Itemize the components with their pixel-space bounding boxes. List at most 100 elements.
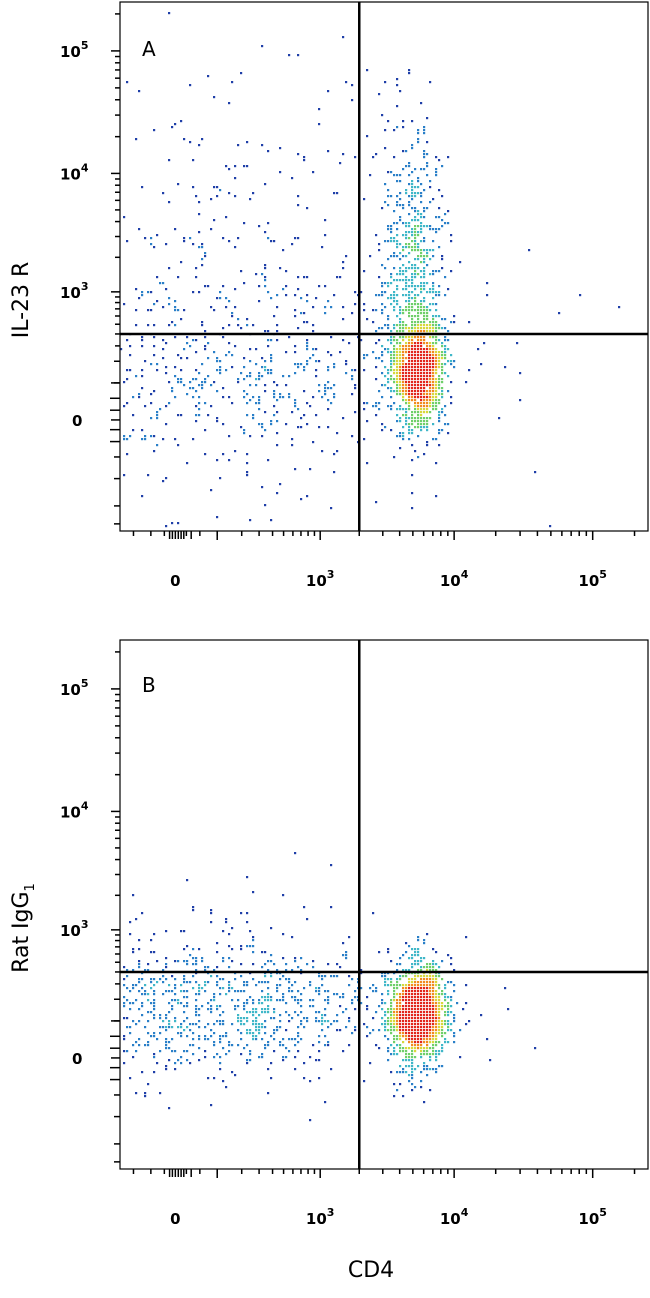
panel-a-event-dot-567 xyxy=(414,270,417,273)
panel-a-event-dot-610 xyxy=(396,285,399,288)
panel-a-event-dot-1472 xyxy=(375,309,378,312)
panel-a-event-dot-1392 xyxy=(129,354,132,357)
panel-a-event-dot-329 xyxy=(405,381,408,384)
panel-b-event-dot-923 xyxy=(423,1101,426,1104)
panel-a-event-dot-1267 xyxy=(342,261,345,264)
panel-a-event-dot-143 xyxy=(429,399,432,402)
panel-b-event-dot-379 xyxy=(441,1005,444,1008)
panel-a-event-dot-443 xyxy=(420,351,423,354)
panel-b-event-dot-721 xyxy=(204,981,207,984)
panel-a-event-dot-467 xyxy=(411,387,414,390)
panel-a-event-dot-247 xyxy=(435,342,438,345)
panel-b-event-dot-679 xyxy=(207,981,210,984)
panel-a-event-dot-342 xyxy=(426,369,429,372)
panel-b-event-dot-1056 xyxy=(180,930,183,933)
panel-a-event-dot-349 xyxy=(423,378,426,381)
panel-a-event-dot-899 xyxy=(432,270,435,273)
panel-a-event-dot-243 xyxy=(396,360,399,363)
panel-a-event-dot-1694 xyxy=(351,369,354,372)
panel-a-event-dot-972 xyxy=(378,276,381,279)
panel-b-x-tick-label-base-0: 0 xyxy=(170,1210,180,1228)
panel-b-event-dot-48 xyxy=(432,1026,435,1029)
panel-a-event-dot-1641 xyxy=(243,357,246,360)
panel-a-event-dot-672 xyxy=(390,237,393,240)
panel-b-event-dot-1018 xyxy=(132,1044,135,1047)
panel-b-event-dot-653 xyxy=(174,999,177,1002)
panel-b-event-dot-11 xyxy=(438,1029,441,1032)
panel-a-event-dot-1669 xyxy=(231,312,234,315)
panel-a-event-dot-130 xyxy=(432,438,435,441)
panel-b-event-dot-389 xyxy=(405,969,408,972)
panel-a-event-dot-39 xyxy=(408,390,411,393)
panel-b-event-dot-281 xyxy=(426,1023,429,1026)
panel-b-event-dot-40 xyxy=(435,1011,438,1014)
panel-a-event-dot-799 xyxy=(441,363,444,366)
panel-a-event-dot-704 xyxy=(435,291,438,294)
panel-b-event-dot-369 xyxy=(429,1089,432,1092)
panel-b-event-dot-242 xyxy=(423,1038,426,1041)
panel-b-event-dot-431 xyxy=(429,969,432,972)
panel-b-event-dot-318 xyxy=(408,1014,411,1017)
panel-a-event-dot-1474 xyxy=(156,234,159,237)
panel-a-event-dot-465 xyxy=(408,438,411,441)
panel-b-event-dot-175 xyxy=(417,939,420,942)
panel-b-event-dot-599 xyxy=(417,975,420,978)
panel-b-event-dot-193 xyxy=(411,1032,414,1035)
panel-b-event-dot-1171 xyxy=(348,1044,351,1047)
panel-a-event-dot-181 xyxy=(411,360,414,363)
panel-a-event-dot-1675 xyxy=(477,348,480,351)
panel-b-event-dot-1159 xyxy=(318,993,321,996)
panel-a-event-dot-1101 xyxy=(270,519,273,522)
panel-b-event-dot-1121 xyxy=(378,1029,381,1032)
panel-b-event-dot-1199 xyxy=(309,1005,312,1008)
panel-b-event-dot-1076 xyxy=(186,1035,189,1038)
panel-b-event-dot-82 xyxy=(438,1014,441,1017)
panel-b-event-dot-1338 xyxy=(132,894,135,897)
panel-a-event-dot-674 xyxy=(381,294,384,297)
panel-a-event-dot-818 xyxy=(423,240,426,243)
panel-a-event-dot-908 xyxy=(432,198,435,201)
panel-a-event-dot-142 xyxy=(408,342,411,345)
panel-a-event-dot-1418 xyxy=(435,495,438,498)
panel-a-event-dot-555 xyxy=(393,348,396,351)
panel-b-event-dot-236 xyxy=(438,1011,441,1014)
panel-b-event-dot-510 xyxy=(420,1002,423,1005)
panel-b-event-dot-1221 xyxy=(225,1035,228,1038)
panel-b-event-dot-71 xyxy=(426,1011,429,1014)
panel-a-event-dot-355 xyxy=(393,390,396,393)
panel-a-event-dot-1088 xyxy=(141,369,144,372)
panel-b-event-dot-717 xyxy=(171,999,174,1002)
panel-a-event-dot-489 xyxy=(429,345,432,348)
panel-b-event-dot-228 xyxy=(390,1032,393,1035)
panel-b-event-dot-735 xyxy=(225,993,228,996)
panel-a-event-dot-24 xyxy=(402,345,405,348)
panel-b-event-dot-154 xyxy=(405,1017,408,1020)
panel-b-event-dot-660 xyxy=(180,1023,183,1026)
panel-b-event-dot-1232 xyxy=(384,981,387,984)
panel-b-event-dot-503 xyxy=(405,987,408,990)
panel-b-event-dot-1008 xyxy=(174,978,177,981)
panel-b-event-dot-787 xyxy=(195,1023,198,1026)
panel-a-event-dot-288 xyxy=(414,327,417,330)
panel-a-event-dot-521 xyxy=(420,393,423,396)
panel-a-event-dot-394 xyxy=(417,324,420,327)
panel-a-event-dot-1599 xyxy=(282,396,285,399)
panel-b-event-dot-337 xyxy=(420,975,423,978)
panel-a-event-dot-1194 xyxy=(204,285,207,288)
panel-a-event-dot-771 xyxy=(438,159,441,162)
panel-b-event-dot-519 xyxy=(429,1059,432,1062)
panel-b-event-dot-1365 xyxy=(138,966,141,969)
panel-b-event-dot-487 xyxy=(405,984,408,987)
panel-b-event-dot-256 xyxy=(414,1038,417,1041)
panel-a-event-dot-1522 xyxy=(234,177,237,180)
panel-a-event-dot-281 xyxy=(423,336,426,339)
panel-a-event-dot-606 xyxy=(429,225,432,228)
panel-a-event-dot-204 xyxy=(390,360,393,363)
panel-b-event-dot-700 xyxy=(195,993,198,996)
panel-a-event-dot-1442 xyxy=(261,45,264,48)
panel-a-event-dot-1596 xyxy=(333,393,336,396)
panel-a-event-dot-110 xyxy=(426,381,429,384)
panel-a-event-dot-1508 xyxy=(210,228,213,231)
panel-b-event-dot-1244 xyxy=(300,1038,303,1041)
panel-a-event-dot-209 xyxy=(420,330,423,333)
